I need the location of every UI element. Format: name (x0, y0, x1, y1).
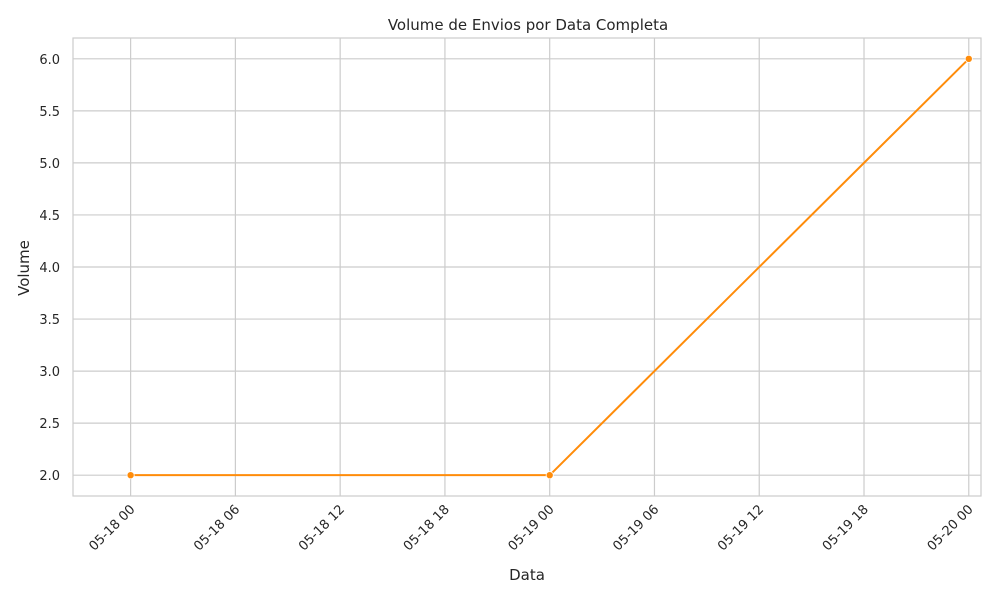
x-tick-label: 05-19 06 (610, 502, 662, 554)
x-axis-label: Data (509, 566, 545, 584)
y-tick-label: 4.0 (39, 261, 60, 276)
y-tick-label: 4.5 (39, 209, 60, 224)
y-tick-label: 6.0 (39, 53, 60, 68)
data-point-marker (964, 54, 973, 63)
x-tick-label: 05-18 18 (401, 502, 453, 554)
data-point-marker (545, 471, 554, 480)
y-tick-label: 2.0 (39, 469, 60, 484)
y-axis-label: Volume (15, 240, 33, 296)
x-tick-label: 05-19 18 (820, 502, 872, 554)
y-tick-label: 2.5 (39, 417, 60, 432)
x-tick-label: 05-19 00 (506, 502, 558, 554)
x-tick-label: 05-19 12 (715, 502, 767, 554)
y-tick-label: 3.5 (39, 313, 60, 328)
x-tick-label: 05-20 00 (925, 502, 977, 554)
x-tick-label: 05-18 12 (296, 502, 348, 554)
y-tick-labels: 2.0 2.5 3.0 3.5 4.0 4.5 5.0 5.5 6.0 (39, 53, 60, 484)
y-tick-label: 5.0 (39, 157, 60, 172)
x-tick-label: 05-18 06 (191, 502, 243, 554)
data-point-marker (126, 471, 135, 480)
x-tick-label: 05-18 00 (87, 502, 139, 554)
chart-title: Volume de Envios por Data Completa (388, 16, 668, 34)
grid-lines (73, 38, 981, 496)
y-tick-label: 3.0 (39, 365, 60, 380)
series-layer (126, 54, 973, 480)
y-tick-label: 5.5 (39, 105, 60, 120)
plot-area-frame (72, 37, 982, 497)
x-tick-labels: 05-18 00 05-18 06 05-18 12 05-18 18 05-19 00… (87, 502, 977, 554)
